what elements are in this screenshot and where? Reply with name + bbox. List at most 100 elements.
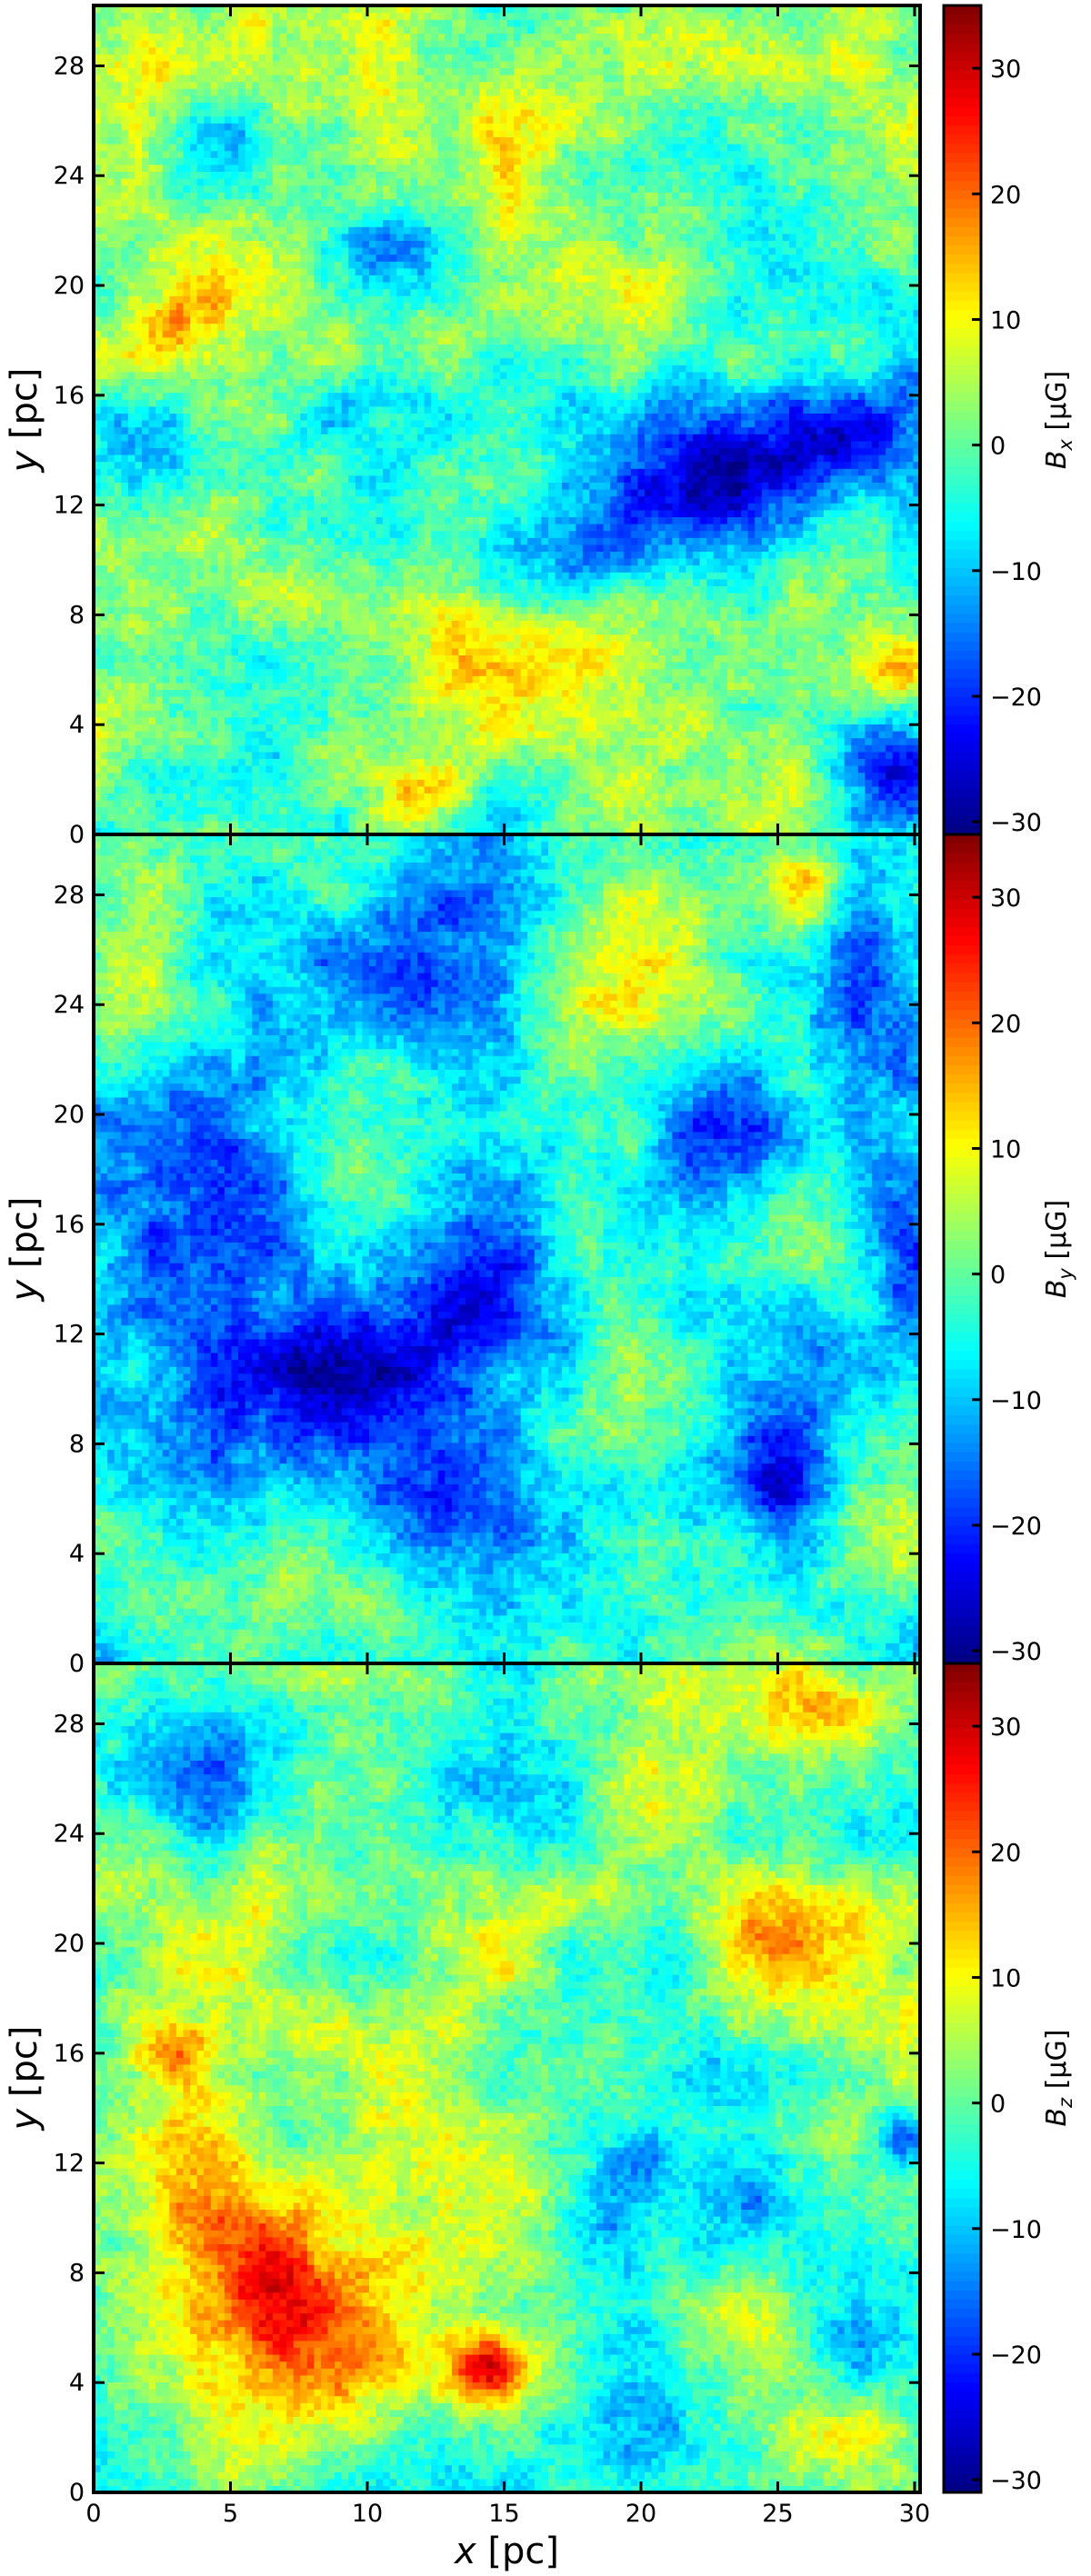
heatmap-cell <box>831 738 838 745</box>
heatmap-cell <box>169 800 176 807</box>
heatmap-cell <box>238 807 245 814</box>
heatmap-cell <box>666 710 673 717</box>
heatmap-cell <box>789 710 796 717</box>
heatmap-cell <box>259 696 266 704</box>
heatmap-cell <box>197 786 205 794</box>
heatmap-cell <box>521 641 528 648</box>
heatmap-cell <box>741 773 748 780</box>
heatmap-cell <box>155 585 163 593</box>
heatmap-cell <box>803 614 810 621</box>
heatmap-cell <box>155 724 163 731</box>
heatmap-cell <box>604 675 611 683</box>
heatmap-cell <box>445 779 452 786</box>
heatmap-cell <box>872 814 879 821</box>
heatmap-cell <box>693 648 700 655</box>
heatmap-cell <box>163 675 170 683</box>
heatmap-cell <box>617 752 625 759</box>
heatmap-cell <box>796 800 804 807</box>
heatmap-cell <box>624 800 631 807</box>
heatmap-cell <box>245 675 253 683</box>
heatmap-cell <box>624 696 631 704</box>
heatmap-cell <box>314 654 321 662</box>
heatmap-cell <box>479 627 486 634</box>
heatmap-cell <box>355 648 363 655</box>
heatmap-cell <box>789 738 796 745</box>
heatmap-cell <box>872 738 879 745</box>
heatmap-cell <box>176 614 184 621</box>
heatmap-cell <box>720 724 727 731</box>
heatmap-cell <box>556 814 563 821</box>
heatmap-cell <box>286 738 294 745</box>
heatmap-cell <box>734 620 741 627</box>
heatmap-cell <box>452 683 459 690</box>
heatmap-cell <box>610 606 617 614</box>
heatmap-cell <box>865 821 872 828</box>
heatmap-cell <box>314 614 321 621</box>
heatmap-cell <box>755 641 762 648</box>
heatmap-cell <box>727 744 735 752</box>
heatmap-cell <box>410 669 417 676</box>
heatmap-cell <box>321 593 328 600</box>
heatmap-cell <box>583 704 590 711</box>
heatmap-cell <box>734 614 741 621</box>
heatmap-cell <box>348 614 355 621</box>
heatmap-cell <box>514 620 521 627</box>
heatmap-cell <box>796 710 804 717</box>
heatmap-cell <box>101 744 108 752</box>
heatmap-cell <box>535 627 542 634</box>
heatmap-cell <box>294 786 301 794</box>
heatmap-cell <box>245 634 253 642</box>
heatmap-cell <box>328 641 335 648</box>
heatmap-cell <box>135 752 142 759</box>
heatmap-cell <box>314 634 321 642</box>
heatmap-cell <box>837 634 845 642</box>
heatmap-cell <box>321 814 328 821</box>
heatmap-cell <box>355 744 363 752</box>
heatmap-cell <box>348 641 355 648</box>
heatmap-cell <box>500 786 507 794</box>
heatmap-cell <box>445 744 452 752</box>
heatmap-cell <box>396 593 404 600</box>
heatmap-cell <box>514 765 521 773</box>
heatmap-cell <box>307 752 315 759</box>
heatmap-cell <box>652 654 659 662</box>
heatmap-cell <box>831 807 838 814</box>
heatmap-cell <box>142 717 149 724</box>
heatmap-cell <box>624 614 631 621</box>
heatmap-cell <box>507 752 515 759</box>
heatmap-cell <box>906 731 914 738</box>
heatmap-cell <box>666 696 673 704</box>
heatmap-cell <box>425 758 432 765</box>
heatmap-cell <box>706 793 714 800</box>
heatmap-cell <box>556 779 563 786</box>
heatmap-cell <box>225 654 232 662</box>
heatmap-cell <box>783 752 790 759</box>
heatmap-cell <box>300 683 307 690</box>
heatmap-cell <box>865 662 872 669</box>
heatmap-cell <box>473 593 480 600</box>
heatmap-cell <box>176 800 184 807</box>
heatmap-cell <box>851 731 858 738</box>
heatmap-cell <box>204 627 211 634</box>
heatmap-cell <box>328 744 335 752</box>
heatmap-cell <box>410 793 417 800</box>
heatmap-cell <box>493 627 500 634</box>
heatmap-cell <box>142 600 149 607</box>
heatmap-cell <box>190 800 197 807</box>
heatmap-cell <box>734 779 741 786</box>
heatmap-cell <box>425 634 432 642</box>
heatmap-cell <box>652 627 659 634</box>
heatmap-cell <box>727 593 735 600</box>
heatmap-cell <box>238 662 245 669</box>
heatmap-cell <box>858 696 866 704</box>
heatmap-cell <box>425 614 432 621</box>
heatmap-cell <box>452 662 459 669</box>
heatmap-cell <box>879 724 886 731</box>
heatmap-cell <box>121 738 128 745</box>
heatmap-cell <box>514 648 521 655</box>
heatmap-cell <box>348 683 355 690</box>
heatmap-cell <box>768 731 776 738</box>
heatmap-cell <box>321 793 328 800</box>
heatmap-cell <box>741 765 748 773</box>
heatmap-cell <box>783 807 790 814</box>
